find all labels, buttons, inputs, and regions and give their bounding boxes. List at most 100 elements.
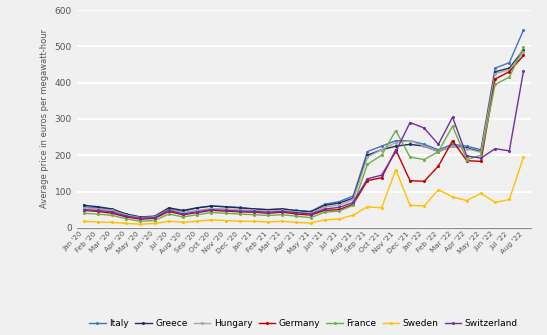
- Germany: [307, 213, 314, 217]
- Switzerland: [251, 209, 257, 213]
- Italy: [307, 209, 314, 213]
- Sweden: [307, 221, 314, 225]
- Switzerland: [279, 209, 286, 213]
- France: [379, 153, 385, 157]
- Hungary: [279, 208, 286, 212]
- France: [251, 213, 257, 217]
- Sweden: [222, 218, 229, 222]
- Greece: [449, 144, 456, 148]
- Sweden: [251, 219, 257, 223]
- Germany: [364, 179, 371, 183]
- Switzerland: [80, 208, 87, 212]
- Switzerland: [379, 173, 385, 177]
- Switzerland: [123, 214, 130, 218]
- France: [208, 210, 214, 214]
- Germany: [492, 77, 498, 81]
- Sweden: [194, 219, 200, 223]
- Sweden: [236, 219, 243, 223]
- Italy: [180, 209, 187, 213]
- Hungary: [393, 140, 399, 144]
- Germany: [109, 211, 115, 215]
- Hungary: [506, 68, 513, 72]
- Germany: [251, 210, 257, 214]
- France: [364, 162, 371, 166]
- Hungary: [379, 148, 385, 152]
- Greece: [393, 144, 399, 148]
- Greece: [236, 206, 243, 210]
- Germany: [137, 217, 144, 221]
- Italy: [463, 144, 470, 148]
- Greece: [336, 201, 342, 205]
- France: [279, 213, 286, 217]
- Greece: [435, 149, 441, 153]
- Italy: [407, 139, 414, 143]
- France: [393, 129, 399, 133]
- Germany: [407, 179, 414, 183]
- France: [236, 212, 243, 216]
- Germany: [123, 215, 130, 219]
- Switzerland: [364, 177, 371, 181]
- Germany: [279, 210, 286, 214]
- Switzerland: [492, 147, 498, 151]
- Switzerland: [322, 207, 328, 211]
- France: [293, 214, 300, 218]
- Italy: [350, 194, 357, 198]
- Italy: [236, 205, 243, 209]
- Greece: [80, 203, 87, 207]
- Sweden: [137, 222, 144, 226]
- Line: Germany: Germany: [82, 54, 525, 221]
- Sweden: [350, 213, 357, 217]
- Greece: [506, 66, 513, 70]
- Greece: [208, 204, 214, 208]
- Italy: [152, 216, 158, 220]
- Hungary: [322, 205, 328, 209]
- Switzerland: [293, 210, 300, 214]
- Hungary: [492, 72, 498, 76]
- Switzerland: [449, 115, 456, 119]
- Italy: [95, 206, 101, 210]
- Germany: [435, 164, 441, 168]
- Hungary: [265, 209, 271, 213]
- Hungary: [95, 207, 101, 211]
- Germany: [478, 159, 484, 163]
- France: [506, 75, 513, 79]
- Germany: [393, 148, 399, 152]
- France: [123, 217, 130, 221]
- Greece: [109, 207, 115, 211]
- Greece: [421, 144, 427, 148]
- Italy: [194, 206, 200, 210]
- Switzerland: [407, 121, 414, 125]
- Germany: [180, 213, 187, 217]
- Italy: [166, 207, 172, 211]
- Italy: [520, 28, 527, 32]
- Italy: [137, 217, 144, 221]
- Greece: [180, 208, 187, 212]
- Hungary: [307, 211, 314, 215]
- Italy: [393, 139, 399, 143]
- Germany: [293, 212, 300, 216]
- France: [222, 211, 229, 215]
- Sweden: [393, 168, 399, 172]
- Germany: [463, 159, 470, 163]
- Greece: [222, 205, 229, 209]
- Y-axis label: Average price in euros per megawatt-hour: Average price in euros per megawatt-hour: [40, 29, 49, 208]
- Hungary: [336, 203, 342, 207]
- Greece: [463, 146, 470, 150]
- France: [520, 46, 527, 50]
- Switzerland: [520, 69, 527, 73]
- Sweden: [421, 204, 427, 208]
- France: [435, 149, 441, 153]
- France: [95, 212, 101, 216]
- Hungary: [421, 144, 427, 148]
- Greece: [350, 196, 357, 200]
- Hungary: [222, 207, 229, 211]
- Greece: [251, 207, 257, 211]
- Italy: [265, 208, 271, 212]
- Germany: [222, 209, 229, 213]
- France: [322, 210, 328, 214]
- Greece: [123, 212, 130, 216]
- Germany: [449, 139, 456, 143]
- Italy: [364, 149, 371, 153]
- France: [449, 124, 456, 128]
- Switzerland: [435, 142, 441, 146]
